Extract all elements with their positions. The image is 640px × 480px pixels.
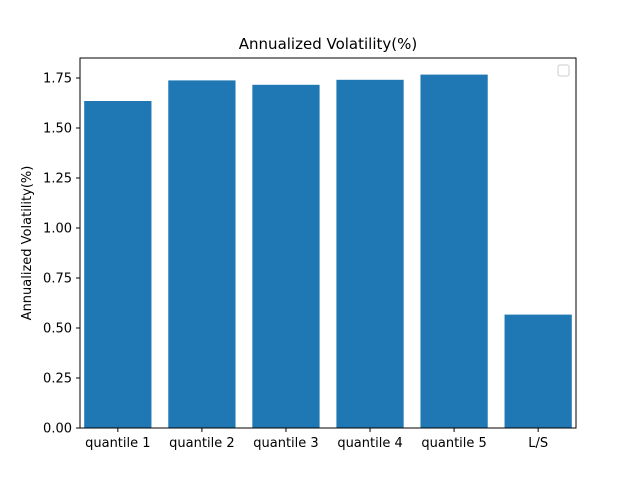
- x-tick-label: L/S: [528, 436, 548, 451]
- bars-group: [84, 74, 572, 429]
- y-tick-label: 0.75: [43, 272, 72, 287]
- bar-4: [336, 79, 404, 429]
- y-tick-label: 0.00: [43, 422, 72, 437]
- x-axis-ticks: quantile 1 quantile 2 quantile 3 quantile 4…: [85, 428, 548, 451]
- x-tick-label: quantile 3: [253, 436, 318, 451]
- y-tick-label: 1.25: [43, 172, 72, 187]
- x-tick-label: quantile 4: [337, 436, 402, 451]
- bar-1: [84, 101, 152, 428]
- bar-3: [252, 84, 320, 429]
- chart-title: Annualized Volatility(%): [239, 35, 417, 53]
- x-tick-label: quantile 1: [85, 436, 150, 451]
- plot-frame: [79, 57, 577, 429]
- bar-2: [168, 80, 236, 429]
- bar-6: [504, 314, 572, 428]
- y-axis-ticks: 0.00 0.25 0.50 0.75 1.00 1.25 1.50 1.75: [43, 72, 80, 437]
- x-tick-label: quantile 2: [169, 436, 234, 451]
- y-tick-label: 0.50: [43, 322, 72, 337]
- x-tick-label: quantile 5: [421, 436, 486, 451]
- legend-box: [557, 64, 570, 77]
- y-tick-label: 1.50: [43, 122, 72, 137]
- y-axis-label: Annualized Volatility(%): [20, 166, 35, 321]
- y-tick-label: 1.75: [43, 72, 72, 87]
- y-tick-label: 1.00: [43, 222, 72, 237]
- y-tick-label: 0.25: [43, 372, 72, 387]
- bar-5: [420, 74, 488, 428]
